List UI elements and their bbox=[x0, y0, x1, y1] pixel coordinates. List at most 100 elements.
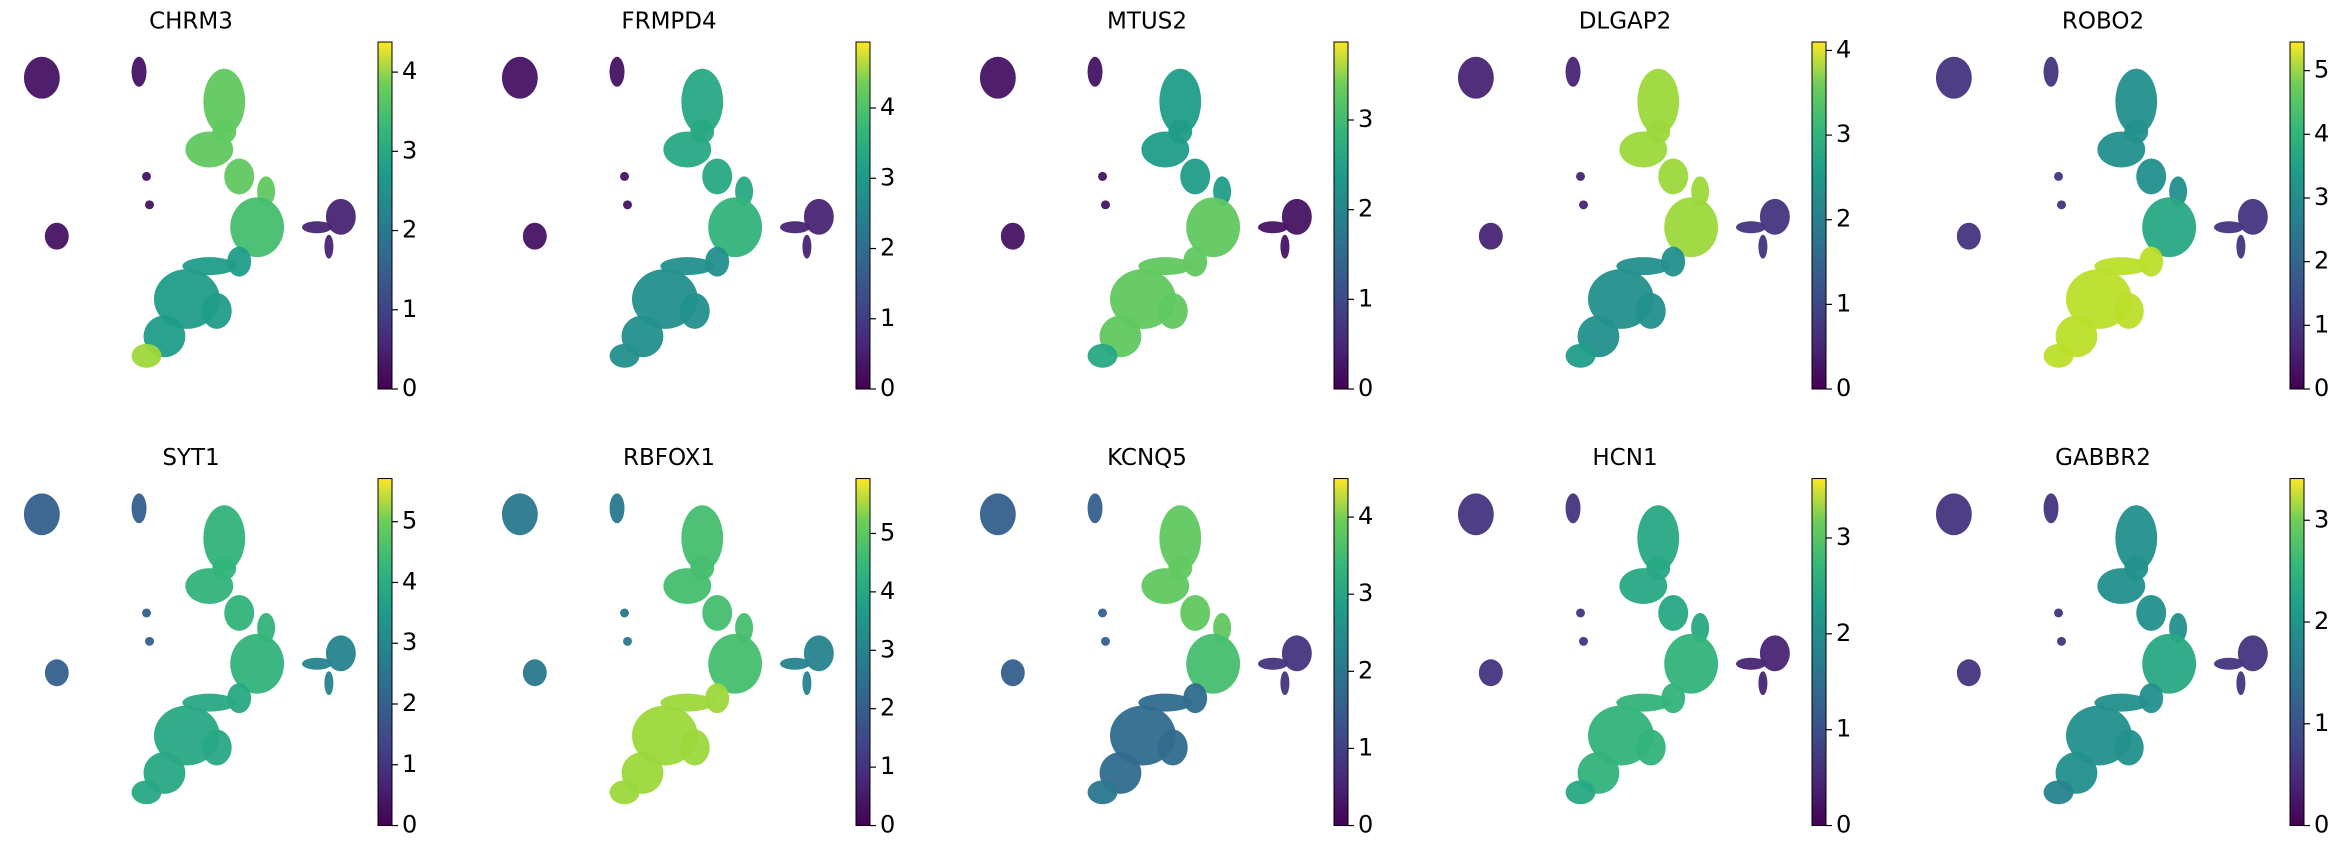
embedding-cluster bbox=[620, 171, 629, 181]
embedding-cluster bbox=[802, 671, 812, 696]
embedding-cluster bbox=[1157, 729, 1188, 766]
embedding-cluster bbox=[1478, 222, 1503, 250]
embedding-cluster bbox=[182, 693, 237, 712]
colorbar-tick-label: 0 bbox=[2314, 374, 2329, 402]
embedding-cluster bbox=[1935, 56, 1972, 99]
embedding-cluster bbox=[1087, 780, 1118, 805]
embedding-cluster bbox=[212, 119, 237, 144]
colorbar-tick-label: 1 bbox=[1358, 733, 1373, 761]
colorbar-tick-label: 2 bbox=[880, 234, 895, 262]
panel-title: GABBR2 bbox=[2055, 445, 2151, 471]
colorbar bbox=[1333, 478, 1349, 827]
embedding-cluster bbox=[301, 657, 332, 670]
embedding-cluster bbox=[2136, 158, 2167, 195]
embedding-cluster bbox=[979, 56, 1016, 99]
embedding-cluster bbox=[2113, 729, 2144, 766]
embedding-cluster bbox=[803, 198, 834, 235]
embedding-cluster bbox=[1579, 636, 1588, 646]
colorbar-tick-label: 0 bbox=[880, 374, 895, 402]
colorbar-tick-label: 4 bbox=[1358, 502, 1373, 530]
embedding-cluster bbox=[1637, 505, 1680, 572]
embedding-cluster bbox=[203, 68, 246, 135]
colorbar-tick-label: 2 bbox=[880, 694, 895, 722]
embedding-cluster bbox=[1101, 200, 1110, 210]
embedding-cluster bbox=[609, 343, 640, 368]
embedding-cluster bbox=[501, 56, 538, 99]
colorbar-tick-label: 0 bbox=[880, 811, 895, 839]
colorbar-tick-label: 2 bbox=[2314, 247, 2329, 275]
embedding-cluster bbox=[679, 293, 710, 329]
embedding-cluster bbox=[131, 493, 147, 524]
embedding-cluster bbox=[131, 343, 162, 368]
embedding-cluster bbox=[660, 257, 715, 276]
colorbar-tick-label: 3 bbox=[1358, 105, 1373, 133]
colorbar-tick-label: 0 bbox=[402, 374, 417, 402]
embedding-cluster bbox=[681, 68, 724, 135]
embedding-cluster bbox=[1186, 633, 1241, 694]
embedding-cluster bbox=[501, 493, 538, 536]
colorbar-tick-label: 0 bbox=[402, 811, 417, 839]
embedding-cluster bbox=[1168, 119, 1193, 144]
embedding-cluster bbox=[609, 493, 625, 524]
embedding-cluster bbox=[131, 780, 162, 805]
embedding-cluster bbox=[1098, 608, 1107, 618]
colorbar-tick-label: 4 bbox=[880, 577, 895, 605]
embedding-cluster bbox=[1281, 635, 1312, 672]
embedding-cluster bbox=[1000, 222, 1025, 250]
embedding-cluster bbox=[1565, 56, 1581, 87]
panel-title: ROBO2 bbox=[2062, 9, 2144, 35]
embedding-cluster bbox=[1658, 595, 1689, 631]
colorbar bbox=[1333, 41, 1349, 390]
embedding-cluster bbox=[679, 729, 710, 766]
embedding-cluster bbox=[1159, 68, 1202, 135]
embedding-cluster bbox=[325, 198, 356, 235]
colorbar-tick-label: 3 bbox=[880, 635, 895, 663]
embedding-cluster bbox=[660, 693, 715, 712]
embedding-cluster bbox=[1281, 198, 1312, 235]
colorbar-tick-label: 3 bbox=[2314, 183, 2329, 211]
embedding-cluster bbox=[2115, 68, 2158, 135]
colorbar bbox=[2289, 478, 2305, 827]
embedding-cluster bbox=[2043, 780, 2074, 805]
colorbar-tick-label: 2 bbox=[1358, 656, 1373, 684]
embedding-cluster bbox=[1087, 493, 1103, 524]
embedding-cluster bbox=[1257, 221, 1288, 234]
embedding-cluster bbox=[2139, 246, 2164, 277]
embedding-cluster bbox=[1658, 158, 1689, 195]
embedding-cluster bbox=[623, 636, 632, 646]
embedding-cluster bbox=[2057, 636, 2066, 646]
colorbar bbox=[1811, 478, 1827, 827]
embedding-cluster bbox=[1180, 595, 1211, 631]
embedding-cluster bbox=[1183, 683, 1208, 714]
embedding-cluster bbox=[705, 246, 730, 277]
embedding-cluster bbox=[979, 493, 1016, 536]
embedding-cluster bbox=[708, 633, 763, 694]
embedding-cluster bbox=[324, 671, 334, 696]
colorbar-tick-label: 1 bbox=[1836, 715, 1851, 743]
embedding-cluster bbox=[1098, 171, 1107, 181]
colorbar bbox=[377, 478, 393, 827]
colorbar-tick-label: 4 bbox=[2314, 119, 2329, 147]
colorbar-tick-label: 5 bbox=[880, 518, 895, 546]
colorbar-tick-label: 2 bbox=[402, 689, 417, 717]
colorbar-tick-label: 3 bbox=[1836, 120, 1851, 148]
panel-title: SYT1 bbox=[162, 445, 219, 471]
embedding-cluster bbox=[2142, 633, 2197, 694]
embedding-cluster bbox=[2057, 200, 2066, 210]
embedding-cluster bbox=[1759, 635, 1790, 672]
embedding-cluster bbox=[1565, 343, 1596, 368]
embedding-cluster bbox=[2113, 293, 2144, 329]
embedding-cluster bbox=[2124, 119, 2149, 144]
embedding-cluster bbox=[1664, 197, 1719, 258]
embedding-cluster bbox=[227, 683, 252, 714]
colorbar-tick-label: 1 bbox=[880, 304, 895, 332]
embedding-cluster bbox=[2043, 493, 2059, 524]
colorbar-tick-label: 4 bbox=[1836, 35, 1851, 63]
panel-title: RBFOX1 bbox=[623, 445, 715, 471]
embedding-cluster bbox=[1735, 657, 1766, 670]
embedding-cluster bbox=[690, 119, 715, 144]
embedding-cluster bbox=[1646, 119, 1671, 144]
embedding-cluster bbox=[201, 729, 232, 766]
embedding-cluster bbox=[23, 56, 60, 99]
